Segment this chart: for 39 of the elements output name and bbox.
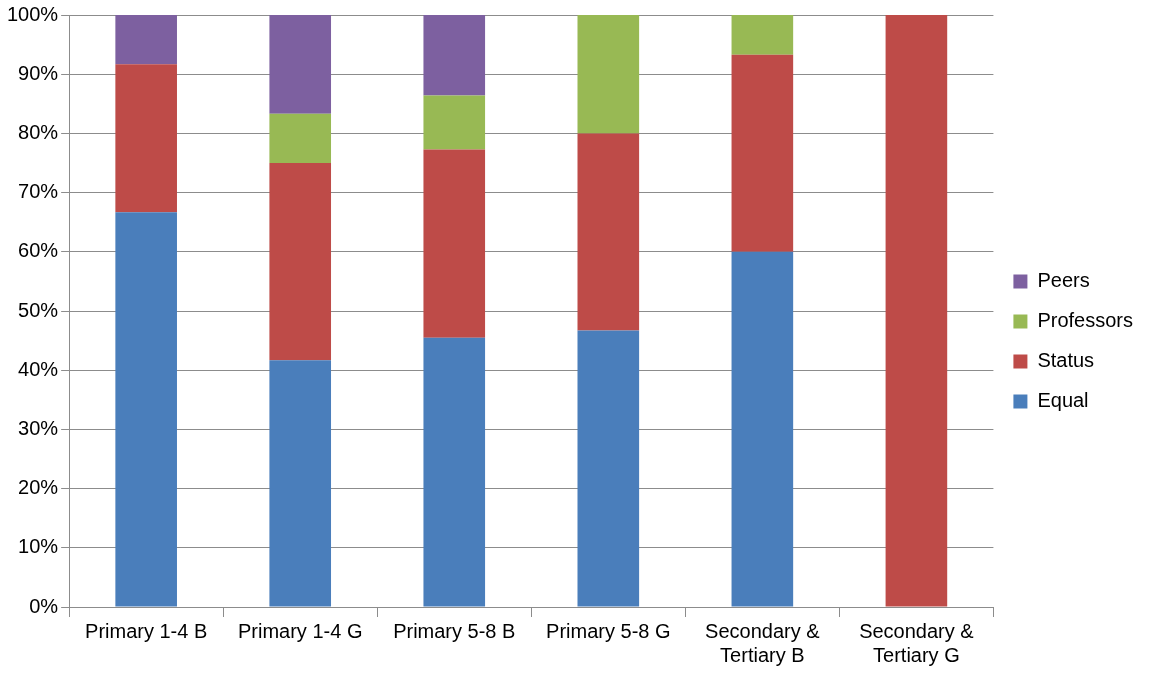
legend-label: Status xyxy=(1037,349,1095,372)
y-tick-label: 90% xyxy=(18,61,59,84)
bar xyxy=(269,15,332,114)
bar xyxy=(577,133,640,331)
bar xyxy=(731,15,794,55)
bar xyxy=(423,15,486,96)
y-tick-label: 10% xyxy=(18,535,59,558)
y-tick-label: 50% xyxy=(18,298,59,321)
legend-label: Equal xyxy=(1037,389,1089,412)
bar xyxy=(269,360,332,607)
y-tick-label: 40% xyxy=(18,357,59,380)
y-tick-label: 60% xyxy=(18,239,59,262)
legend-label: Peers xyxy=(1037,269,1090,292)
bar xyxy=(731,251,794,607)
bar xyxy=(885,15,948,607)
bar xyxy=(423,149,486,338)
x-tick-label: Secondary & Tertiary G xyxy=(859,619,975,666)
bar xyxy=(423,337,486,607)
y-tick-label: 30% xyxy=(18,416,59,439)
bar xyxy=(115,15,177,65)
x-tick-label: Primary 1-4 G xyxy=(237,619,363,642)
bar xyxy=(577,330,640,607)
bar xyxy=(577,15,640,134)
bar xyxy=(269,113,332,163)
y-tick-label: 70% xyxy=(18,180,59,203)
bar xyxy=(115,64,177,213)
y-tick-label: 20% xyxy=(18,476,59,499)
bar xyxy=(423,95,486,150)
x-tick-label: Primary 1-4 B xyxy=(85,619,208,642)
bar xyxy=(731,54,794,252)
y-tick-label: 80% xyxy=(18,120,59,143)
x-tick-label: Primary 5-8 B xyxy=(393,619,516,642)
x-tick-label: Secondary & Tertiary B xyxy=(705,619,821,666)
legend-label: Professors xyxy=(1037,309,1134,332)
y-tick-label: 100% xyxy=(7,2,59,25)
y-tick-label: 0% xyxy=(29,594,59,617)
x-tick-label: Primary 5-8 G xyxy=(546,619,671,642)
bar xyxy=(115,212,177,607)
bar xyxy=(269,163,332,361)
